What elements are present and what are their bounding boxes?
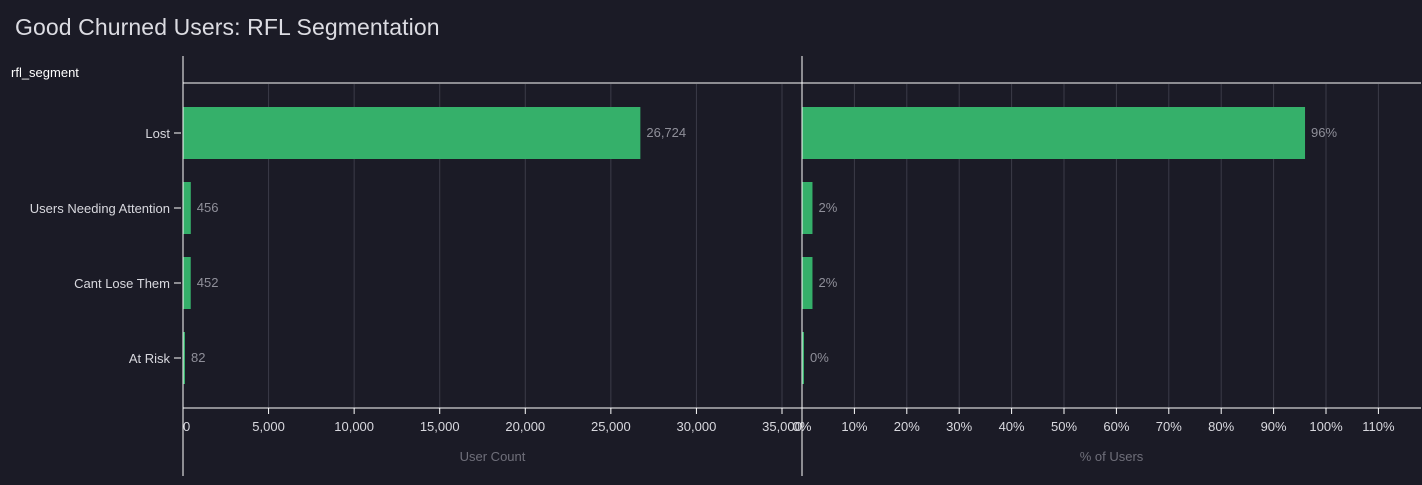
bar-percent-3 bbox=[802, 332, 804, 384]
category-label-2: Cant Lose Them bbox=[74, 276, 170, 291]
x-tick-label-count-1: 5,000 bbox=[252, 419, 285, 434]
x-tick-label-percent-6: 60% bbox=[1103, 419, 1129, 434]
value-label-percent-3: 0% bbox=[810, 350, 829, 365]
x-tick-label-percent-1: 10% bbox=[841, 419, 867, 434]
value-label-count-1: 456 bbox=[197, 200, 219, 215]
value-label-count-2: 452 bbox=[197, 275, 219, 290]
x-tick-label-percent-10: 100% bbox=[1309, 419, 1343, 434]
value-label-percent-0: 96% bbox=[1311, 125, 1337, 140]
x-tick-label-count-4: 20,000 bbox=[505, 419, 545, 434]
bar-count-3 bbox=[183, 332, 185, 384]
bar-count-1 bbox=[183, 182, 191, 234]
category-label-3: At Risk bbox=[129, 351, 171, 366]
value-label-percent-2: 2% bbox=[818, 275, 837, 290]
value-label-percent-1: 2% bbox=[818, 200, 837, 215]
x-tick-label-percent-11: 110% bbox=[1362, 419, 1395, 434]
bar-percent-1 bbox=[802, 182, 813, 234]
x-tick-label-percent-5: 50% bbox=[1051, 419, 1077, 434]
x-tick-label-count-6: 30,000 bbox=[677, 419, 717, 434]
value-label-count-3: 82 bbox=[191, 350, 205, 365]
x-axis-title-percent: % of Users bbox=[1080, 449, 1144, 464]
x-axis-title-count: User Count bbox=[460, 449, 526, 464]
x-tick-label-percent-7: 70% bbox=[1156, 419, 1182, 434]
bar-count-0 bbox=[183, 107, 641, 159]
dimension-label: rfl_segment bbox=[11, 65, 79, 80]
x-tick-label-count-0: 0 bbox=[183, 419, 190, 434]
x-tick-label-percent-9: 90% bbox=[1261, 419, 1287, 434]
value-label-count-0: 26,724 bbox=[646, 125, 686, 140]
x-tick-label-count-3: 15,000 bbox=[420, 419, 460, 434]
x-tick-label-percent-4: 40% bbox=[999, 419, 1025, 434]
category-label-0: Lost bbox=[145, 126, 170, 141]
category-label-1: Users Needing Attention bbox=[30, 201, 170, 216]
x-tick-label-percent-3: 30% bbox=[946, 419, 972, 434]
bar-percent-0 bbox=[802, 107, 1306, 159]
x-tick-label-count-7: 35,000 bbox=[762, 419, 802, 434]
x-tick-label-percent-2: 20% bbox=[894, 419, 920, 434]
x-tick-label-percent-8: 80% bbox=[1208, 419, 1234, 434]
x-tick-label-count-2: 10,000 bbox=[334, 419, 374, 434]
bar-count-2 bbox=[183, 257, 191, 309]
x-tick-label-count-5: 25,000 bbox=[591, 419, 631, 434]
chart-title: Good Churned Users: RFL Segmentation bbox=[15, 14, 440, 40]
bar-percent-2 bbox=[802, 257, 813, 309]
